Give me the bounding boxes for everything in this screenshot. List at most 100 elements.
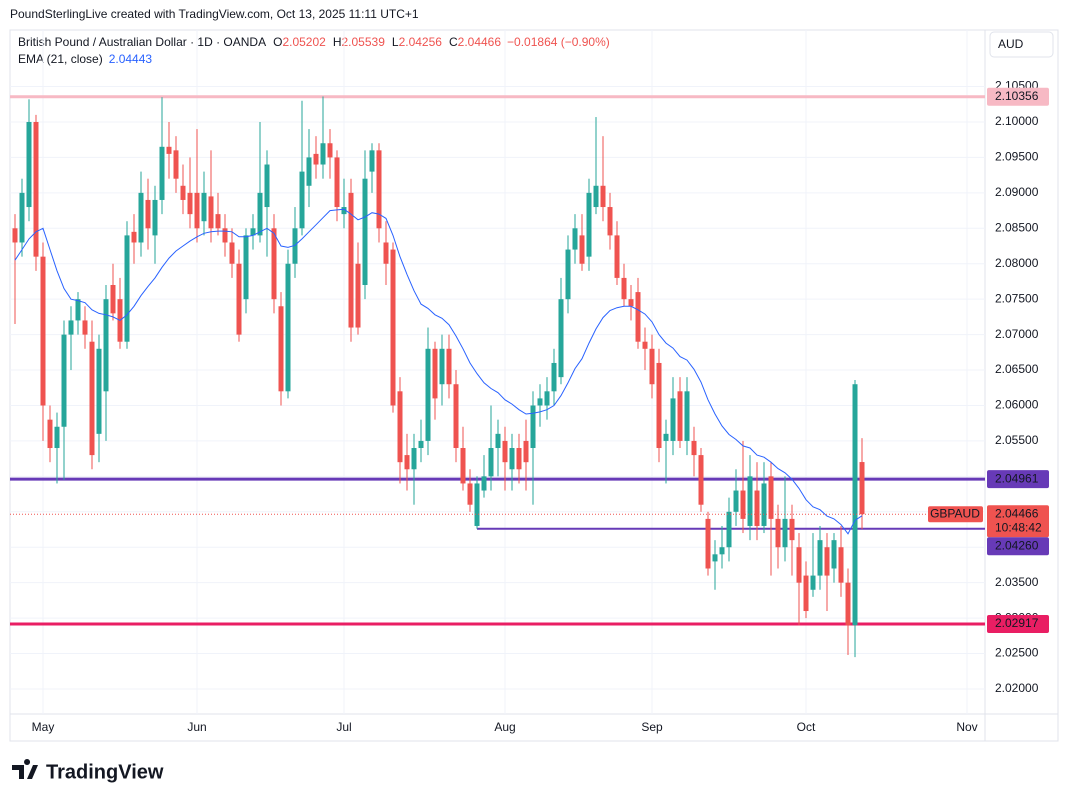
candle-body [215, 214, 221, 229]
candle-body [229, 242, 235, 264]
y-tick-label: 2.09000 [995, 185, 1039, 199]
candle-body [180, 185, 186, 200]
candle-body [852, 384, 858, 626]
y-tick-label: 2.02500 [995, 646, 1039, 660]
candle-body [355, 263, 361, 328]
candle-body [796, 547, 802, 583]
candle-body [789, 518, 795, 541]
symbol-tag-text: GBPAUD [930, 506, 980, 520]
ohlc-value: 2.04466 [458, 35, 502, 49]
candle-body [453, 384, 459, 449]
candle-body [285, 263, 291, 392]
logo-icon [12, 759, 38, 779]
candle-body [271, 228, 277, 300]
candle-body [348, 192, 354, 328]
ema-name: EMA (21, close) [18, 52, 103, 66]
candle-body [362, 178, 368, 286]
candle-body [54, 426, 60, 449]
countdown: 10:48:42 [995, 520, 1042, 534]
candle-body [537, 398, 543, 406]
x-tick-label: Aug [494, 720, 515, 734]
candle-body [754, 490, 760, 526]
candle-body [670, 398, 676, 441]
candle-body [495, 433, 501, 449]
candle-body [383, 242, 389, 264]
candle-body [320, 143, 326, 165]
candle-body [530, 405, 536, 449]
level-tag-text: 2.02917 [995, 616, 1039, 630]
candle-body [411, 448, 417, 470]
ohlc-label: H [333, 35, 342, 49]
candle-body [397, 391, 403, 463]
candle-body [740, 490, 746, 519]
candle-body [334, 157, 340, 208]
candle-body [306, 157, 312, 186]
candle-body [579, 235, 585, 264]
y-tick-label: 2.07500 [995, 291, 1039, 305]
candle-body [831, 540, 837, 569]
ohlc-label: L [392, 35, 399, 49]
candle-body [138, 192, 144, 243]
ohlc-value: 2.04256 [399, 35, 443, 49]
candle-body [250, 228, 256, 236]
candle-body [299, 171, 305, 229]
logo-text: TradingView [46, 761, 164, 783]
candle-body [768, 476, 774, 519]
frame [9, 29, 1059, 742]
candle-body [103, 299, 109, 392]
candle-body [817, 540, 823, 576]
candle-body [810, 575, 816, 590]
candle-body [439, 348, 445, 385]
candle-body [635, 292, 641, 342]
x-tick-label: Sep [641, 720, 663, 734]
candle-body [425, 348, 431, 441]
symbol-tag [928, 506, 983, 523]
candle-body [523, 440, 529, 463]
candle-body [124, 235, 130, 342]
candle-body [131, 231, 137, 243]
x-tick-label: May [32, 720, 55, 734]
candle-body [187, 192, 193, 215]
level-tag [987, 470, 1049, 489]
level-tag [987, 87, 1049, 106]
y-tick-label: 2.06000 [995, 398, 1039, 412]
candle-body [698, 455, 704, 505]
candle-body [824, 547, 830, 576]
y-tick-label: 2.09500 [995, 150, 1039, 164]
level-tag [987, 537, 1049, 556]
candle-body [243, 235, 249, 300]
candle-body [194, 192, 200, 229]
plot-area: 2.020002.025002.030002.035002.040002.045… [9, 29, 1059, 742]
candle-body [474, 483, 480, 526]
ema-line [14, 208, 863, 535]
candle-body [481, 476, 487, 491]
y-tick-label: 2.06500 [995, 362, 1039, 376]
candle-body [684, 391, 690, 441]
candle-body [12, 228, 18, 243]
x-tick-label: Oct [797, 720, 816, 734]
candle-body [649, 348, 655, 385]
candle-body [551, 362, 557, 392]
candle-body [376, 150, 382, 229]
level-tag-text: 2.04961 [995, 471, 1039, 485]
legend: British Pound / Australian Dollar · 1D ·… [18, 35, 610, 66]
y-tick-label: 2.10000 [995, 114, 1039, 128]
candle-body [369, 150, 375, 172]
candle-body [292, 228, 298, 264]
price-tag-text: 2.04466 [995, 506, 1039, 520]
candle-body [82, 320, 88, 335]
candle-body [502, 440, 508, 463]
candle-body [152, 199, 158, 236]
candle-body [460, 448, 466, 484]
candle-body [278, 306, 284, 392]
candle-body [642, 341, 648, 349]
candle-body [586, 192, 592, 257]
candle-body [418, 440, 424, 449]
candle-body [782, 518, 788, 548]
candle-body [691, 440, 697, 456]
candle-body [558, 299, 564, 378]
y-tick-label: 2.08500 [995, 220, 1039, 234]
candle-body [705, 518, 711, 569]
price-tag [987, 505, 1049, 538]
